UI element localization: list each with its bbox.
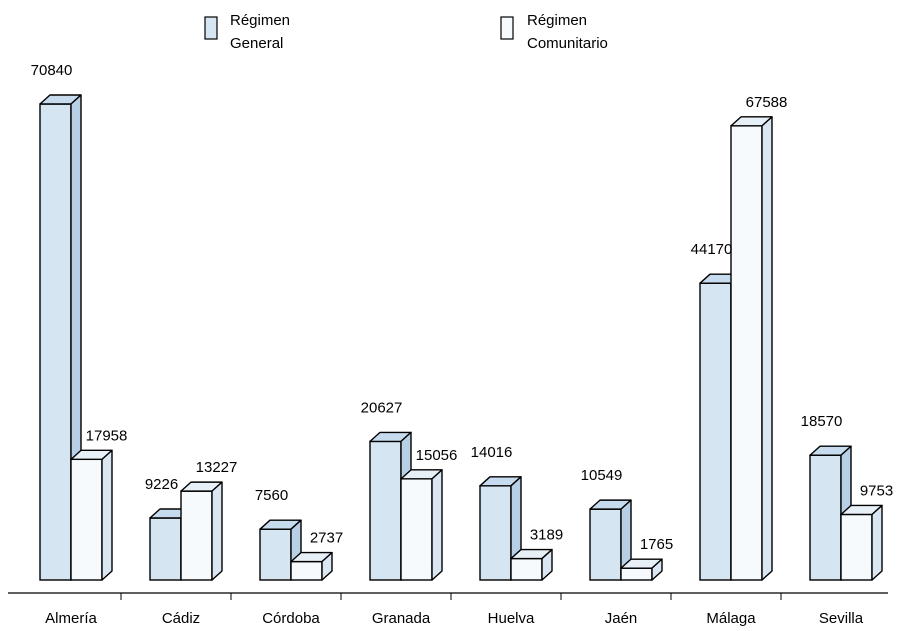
value-label-comunitario-cordoba: 2737 (310, 530, 343, 547)
x-tick-label-almeria: Almería (45, 610, 97, 627)
bar-side-comunitario-almeria (101, 449, 113, 581)
bar-side-comunitario-malaga (761, 116, 773, 581)
bar-side-comunitario-granada (431, 469, 443, 581)
bar-side-comunitario-huelva (541, 548, 553, 581)
value-label-comunitario-malaga: 67588 (746, 94, 788, 111)
bar-front-comunitario-granada (400, 478, 433, 581)
bar-general-cordoba (259, 519, 302, 581)
value-label-comunitario-jaen: 1765 (640, 536, 673, 553)
legend-label-general-line1: Régimen (230, 12, 290, 29)
bar-front-general-jaen (589, 508, 622, 581)
value-label-general-cadiz: 9226 (145, 476, 178, 493)
x-tick-label-granada: Granada (372, 610, 431, 627)
bar-front-general-cadiz (149, 517, 182, 581)
bar-side-comunitario-cordoba (321, 551, 333, 581)
value-labels-group: 70840 17958 9226 13227 7560 2737 20627 15056 140… (31, 62, 894, 553)
bar-comunitario-granada (400, 469, 443, 581)
bar-side-comunitario-jaen (651, 558, 663, 581)
value-label-general-cordoba: 7560 (255, 487, 288, 504)
value-label-comunitario-sevilla: 9753 (860, 482, 893, 499)
bar-front-comunitario-sevilla (840, 513, 873, 581)
legend-label-general-line2: General (230, 35, 283, 52)
bar-comunitario-sevilla (840, 504, 883, 581)
legend-item-general: Régimen General (204, 12, 290, 52)
legend-label-comunitario-line2: Comunitario (527, 35, 608, 52)
bar-front-comunitario-cordoba (290, 560, 323, 581)
bar-comunitario-cadiz (180, 481, 223, 581)
bar-comunitario-malaga (730, 116, 773, 581)
legend: Régimen General Régimen Comunitario (204, 12, 608, 52)
bar-front-general-cordoba (259, 528, 292, 581)
x-tick-label-cordoba: Córdoba (262, 610, 320, 627)
x-tick-labels-group: Almería Cádiz Córdoba Granada Huelva Jaén Mála… (45, 610, 864, 627)
bar-front-comunitario-jaen (620, 567, 653, 581)
value-label-comunitario-huelva: 3189 (530, 527, 563, 544)
value-label-general-sevilla: 18570 (801, 413, 843, 430)
legend-label-comunitario-line1: Régimen (527, 12, 587, 29)
value-label-comunitario-granada: 15056 (416, 447, 458, 464)
x-tick-label-huelva: Huelva (488, 610, 535, 627)
bar-front-comunitario-cadiz (180, 490, 213, 581)
value-label-comunitario-cadiz: 13227 (196, 459, 238, 476)
value-label-comunitario-almeria: 17958 (86, 427, 128, 444)
bar-front-comunitario-almeria (70, 458, 103, 581)
x-tick-label-jaen: Jaén (605, 610, 638, 627)
legend-item-comunitario: Régimen Comunitario (500, 12, 608, 52)
bar-side-comunitario-cadiz (211, 481, 223, 581)
x-tick-label-sevilla: Sevilla (819, 610, 864, 627)
x-ticks-group (120, 593, 782, 600)
legend-swatch-general (204, 16, 218, 40)
bars-group (39, 94, 883, 581)
bar-front-comunitario-huelva (510, 557, 543, 581)
bar-front-general-huelva (479, 485, 512, 581)
bar-comunitario-huelva (510, 548, 553, 581)
bar-comunitario-jaen (620, 558, 663, 581)
bar-front-comunitario-malaga (730, 125, 763, 581)
bar-comunitario-cordoba (290, 551, 333, 581)
bar-front-general-almeria (39, 103, 72, 581)
legend-swatch-comunitario (500, 16, 514, 40)
value-label-general-malaga: 44170 (691, 241, 733, 258)
value-label-general-almeria: 70840 (31, 62, 73, 79)
value-label-general-granada: 20627 (361, 399, 403, 416)
bar-front-general-sevilla (809, 454, 842, 581)
bar-front-general-granada (369, 440, 402, 581)
x-tick-label-cadiz: Cádiz (162, 610, 200, 627)
value-label-general-jaen: 10549 (581, 467, 623, 484)
bar-comunitario-almeria (70, 449, 113, 581)
value-label-general-huelva: 14016 (471, 444, 513, 461)
x-tick-label-malaga: Málaga (706, 610, 756, 627)
bar-general-jaen (589, 499, 632, 581)
bar-side-comunitario-sevilla (871, 504, 883, 581)
bar-front-general-malaga (699, 282, 732, 581)
